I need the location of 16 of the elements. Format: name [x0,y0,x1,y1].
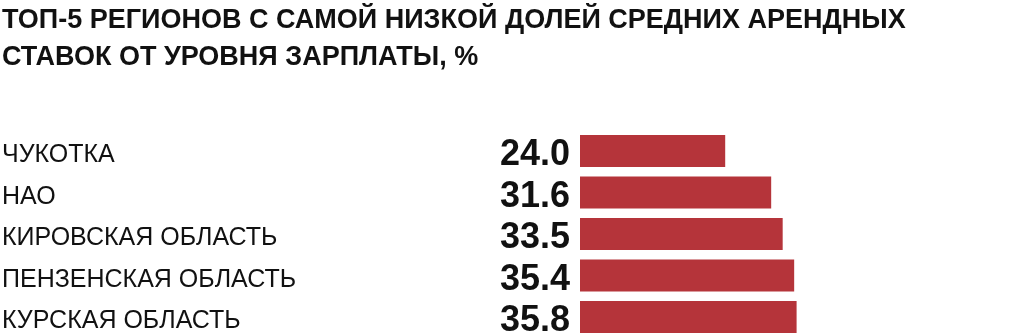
y-tick-label: ПЕНЗЕНСКАЯ ОБЛАСТЬ [2,263,297,292]
y-tick-label: ЧУКОТКА [2,139,116,167]
data-label: 31.6 [499,173,570,215]
bar [580,218,783,250]
y-tick-label: КУРСКАЯ ОБЛАСТЬ [2,305,241,333]
data-label: 35.4 [499,256,570,298]
y-tick-label: НАО [2,180,56,209]
bar [580,301,797,333]
bar [580,259,795,292]
bar [580,176,772,209]
data-label: 33.5 [499,215,570,256]
y-tick-label: КИРОВСКАЯ ОБЛАСТЬ [2,222,278,250]
data-label: 24.0 [499,132,570,173]
data-label: 35.8 [499,298,570,335]
bar [580,135,726,167]
chart-title: ТОП-5 РЕГИОНОВ С САМОЙ НИЗКОЙ ДОЛЕЙ СРЕДНИХ АРЕНДНЫХ СТАВОК ОТ УРОВНЯ ЗАРПЛАТЫ, % [2,3,906,71]
